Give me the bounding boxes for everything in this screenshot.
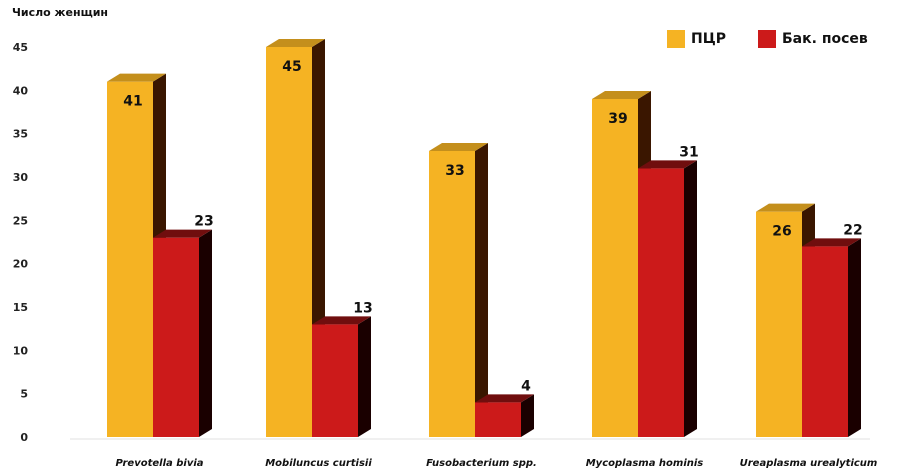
bar-top-pcr xyxy=(756,203,815,212)
bar-top-culture xyxy=(475,394,534,403)
legend-label-pcr: ПЦР xyxy=(691,31,726,47)
bar-pcr xyxy=(756,211,802,437)
x-tick-label: Mobiluncus curtisii xyxy=(265,458,372,469)
bar-top-culture xyxy=(802,238,861,247)
bar-side-pcr xyxy=(475,143,488,437)
bar-culture xyxy=(638,168,684,438)
bar-culture xyxy=(153,237,199,437)
y-axis-title: Число женщин xyxy=(12,6,109,19)
data-label-culture: 31 xyxy=(679,144,698,160)
x-tick-label: Fusobacterium spp. xyxy=(426,458,537,469)
legend-swatch-pcr xyxy=(667,30,685,48)
bar-top-culture xyxy=(153,229,212,238)
bar-pcr xyxy=(107,81,153,438)
data-label-pcr: 45 xyxy=(282,59,301,75)
bar-culture xyxy=(312,324,358,437)
bar-side-culture xyxy=(199,229,212,437)
bar-pcr xyxy=(429,151,475,437)
bar-top-pcr xyxy=(107,73,166,82)
y-tick-label: 10 xyxy=(13,344,29,357)
data-label-pcr: 39 xyxy=(608,111,627,127)
y-tick-label: 15 xyxy=(13,301,28,314)
bar-culture xyxy=(802,246,848,437)
bar-top-culture xyxy=(312,316,371,325)
x-tick-label: Ureaplasma urealyticum xyxy=(740,458,878,469)
bar-pcr xyxy=(592,99,638,437)
x-tick-label: Mycoplasma hominis xyxy=(586,458,704,469)
y-tick-label: 25 xyxy=(13,214,28,227)
y-tick-label: 5 xyxy=(20,388,28,401)
data-label-pcr: 41 xyxy=(123,94,142,110)
legend-item-culture: Бак. посев xyxy=(758,30,868,48)
x-tick-label: Prevotella bivia xyxy=(115,458,203,469)
bar-side-culture xyxy=(684,160,697,438)
legend-label-culture: Бак. посев xyxy=(782,31,868,47)
data-label-culture: 13 xyxy=(353,300,372,316)
legend-item-pcr: ПЦР xyxy=(667,30,726,48)
y-tick-label: 45 xyxy=(13,41,28,54)
data-label-culture: 4 xyxy=(521,378,531,394)
legend-swatch-culture xyxy=(758,30,776,48)
y-tick-label: 40 xyxy=(13,84,29,97)
bar-top-pcr xyxy=(429,143,488,151)
bar-side-culture xyxy=(848,238,861,437)
bar-pcr xyxy=(266,47,312,437)
bar-top-pcr xyxy=(266,39,325,47)
bar-side-culture xyxy=(358,316,371,437)
data-label-pcr: 26 xyxy=(772,224,791,240)
data-label-culture: 23 xyxy=(194,214,213,230)
y-tick-label: 30 xyxy=(13,171,29,184)
data-label-pcr: 33 xyxy=(445,163,464,179)
y-tick-label: 0 xyxy=(20,431,28,444)
y-tick-label: 20 xyxy=(13,258,29,271)
bar-side-culture xyxy=(521,394,534,437)
data-label-culture: 22 xyxy=(843,222,862,238)
y-tick-label: 35 xyxy=(13,128,28,141)
bar-culture xyxy=(475,402,521,437)
bar-top-pcr xyxy=(592,91,651,99)
bar-top-culture xyxy=(638,160,697,169)
